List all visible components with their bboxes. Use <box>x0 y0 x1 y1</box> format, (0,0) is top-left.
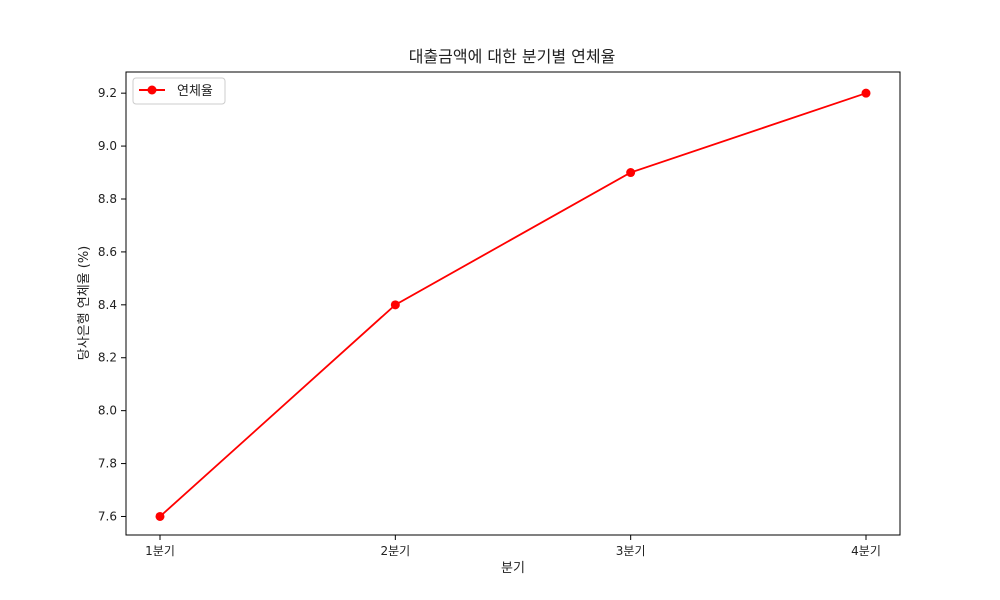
x-axis: 1분기 2분기 3분기 4분기 <box>145 535 881 558</box>
data-point <box>156 512 165 521</box>
data-point <box>626 168 635 177</box>
x-axis-label: 분기 <box>501 561 525 576</box>
y-tick-label: 9.0 <box>98 139 117 153</box>
y-tick-label: 8.6 <box>98 245 117 259</box>
plot-area <box>126 72 900 535</box>
y-tick-label: 7.8 <box>98 457 117 471</box>
data-point <box>862 89 871 98</box>
y-tick-label: 8.8 <box>98 192 117 206</box>
x-tick-label: 3분기 <box>616 544 646 558</box>
y-tick-label: 8.0 <box>98 404 117 418</box>
y-tick-label: 8.4 <box>98 298 117 312</box>
data-point <box>391 300 400 309</box>
chart-title: 대출금액에 대한 분기별 연체율 <box>409 47 616 66</box>
x-tick-label: 4분기 <box>851 544 881 558</box>
legend: 연체율 <box>133 78 225 104</box>
legend-marker <box>148 86 157 95</box>
x-tick-label: 2분기 <box>380 544 410 558</box>
y-tick-label: 7.6 <box>98 509 117 523</box>
y-tick-label: 8.2 <box>98 351 117 365</box>
x-tick-label: 1분기 <box>145 544 175 558</box>
y-tick-label: 9.2 <box>98 86 117 100</box>
y-axis-label: 당사은행 연체율 (%) <box>76 246 92 360</box>
y-axis: 7.6 7.8 8.0 8.2 8.4 8.6 8.8 9.0 9.2 <box>98 86 126 523</box>
legend-label: 연체율 <box>177 84 213 99</box>
